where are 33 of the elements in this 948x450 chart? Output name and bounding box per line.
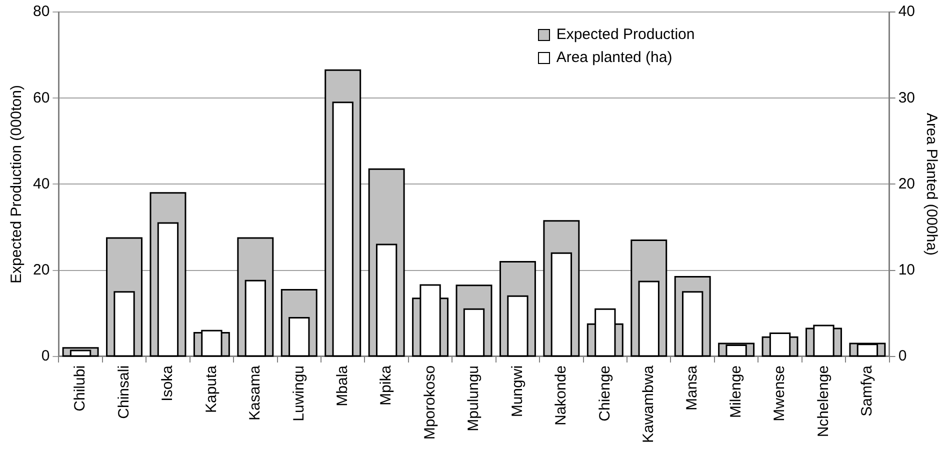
x-tick-label: Isoka [159,364,176,402]
x-tick-label: Chinsali [115,365,132,419]
x-tick-label: Samfya [858,364,876,416]
y2-tick-label: 20 [898,175,916,192]
x-tick-label: Nchelenge [814,365,832,438]
x-tick-label: Kawambwa [640,364,658,444]
y-axis-title: Expected Production (000ton) [8,85,26,284]
x-tick-label: Kaputa [202,364,220,414]
y2-axis-title: Area Planted (000ha) [922,112,940,256]
x-tick-label: Chienge [596,365,614,422]
x-tick-label: Chilubi [72,365,89,412]
x-tick-label: Mporokoso [421,365,438,440]
y-tick-label: 0 [41,348,50,365]
y2-tick-label: 0 [898,348,907,365]
x-tick-label: Nakonde [552,365,570,426]
y-tick-label: 80 [32,3,50,20]
y-tick-label: 60 [32,89,50,106]
legend-label: Area planted (ha) [556,49,672,66]
x-tick-label: Mbala [334,364,351,406]
x-tick-label: Mpulungu [465,365,482,432]
y-tick-label: 40 [32,175,50,192]
y-tick-label: 20 [32,261,50,278]
y2-tick-label: 30 [898,89,916,106]
x-tick-label: Mpika [378,364,395,406]
x-tick-label: Kasama [246,364,264,420]
x-tick-label: Mwense [771,365,788,422]
x-tick-label: Mansa [684,364,701,410]
y2-tick-label: 40 [898,3,916,20]
x-tick-label: Luwingu [290,365,308,422]
x-tick-label: Mungwi [508,365,526,418]
legend-label: Expected Production [556,26,695,43]
y2-tick-label: 10 [898,261,916,278]
x-tick-label: Milenge [727,365,744,418]
